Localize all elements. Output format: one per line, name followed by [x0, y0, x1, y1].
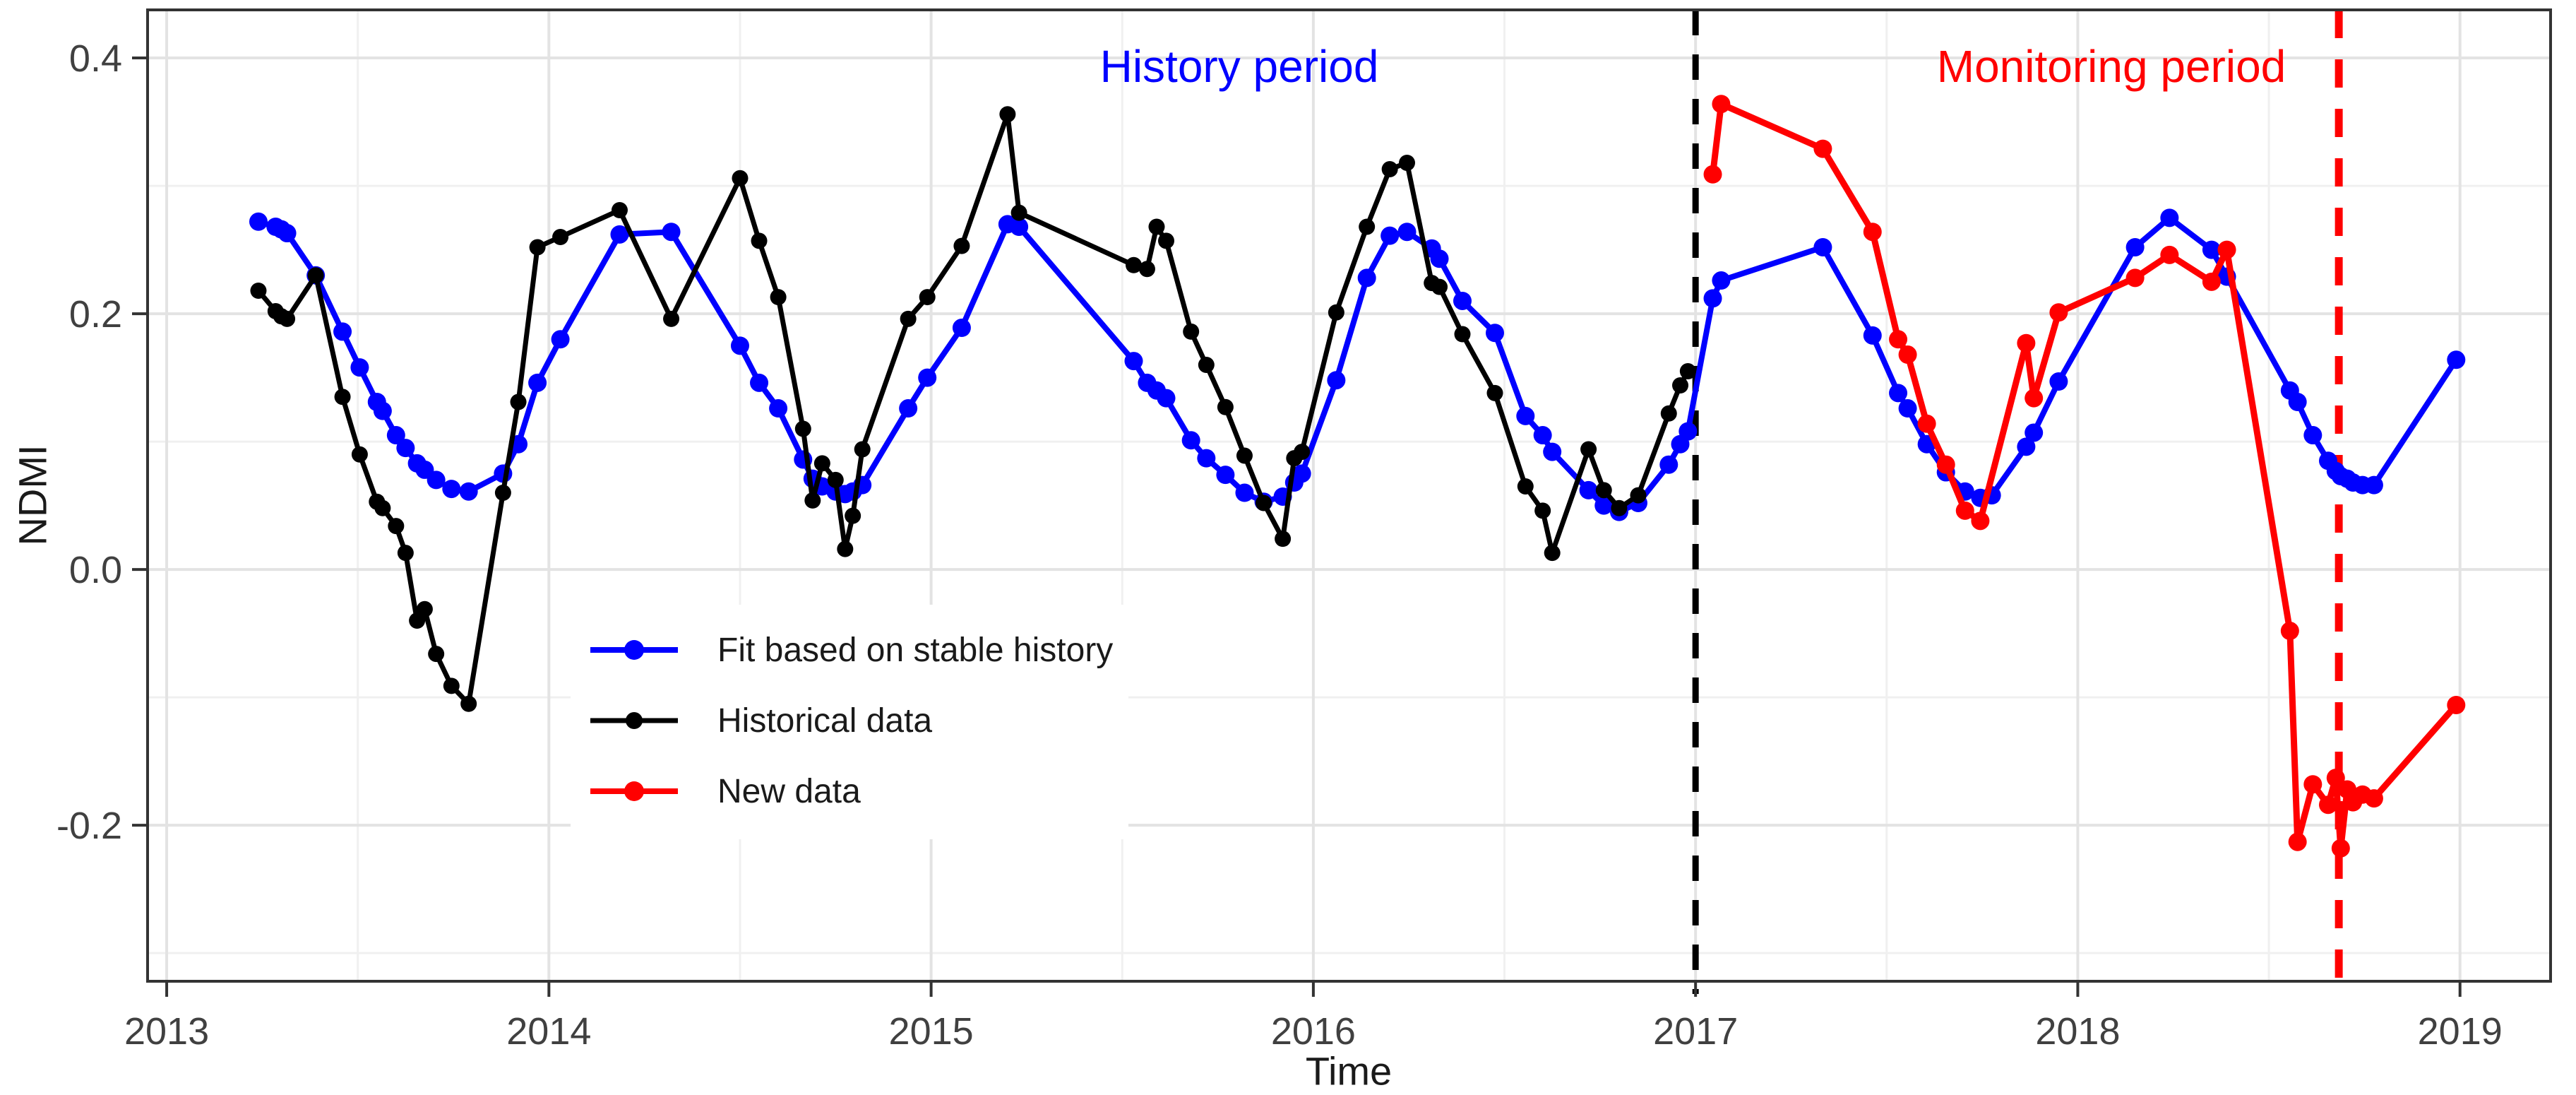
new-data-line-sample-icon — [590, 781, 678, 801]
svg-text:2017: 2017 — [1653, 1010, 1738, 1053]
legend-label-historical: Historical data — [717, 702, 933, 740]
svg-text:0.2: 0.2 — [69, 293, 122, 336]
svg-text:2013: 2013 — [124, 1010, 209, 1053]
svg-text:2018: 2018 — [2035, 1010, 2120, 1053]
legend-item-new: New data — [571, 756, 1128, 827]
historical-line-sample-icon — [590, 712, 678, 729]
svg-text:2015: 2015 — [889, 1010, 974, 1053]
history-period-label: History period — [1099, 41, 1379, 92]
legend-label-fit: Fit based on stable history — [717, 631, 1114, 669]
monitoring-period-label: Monitoring period — [1936, 41, 2286, 92]
y-axis-title: NDMI — [10, 444, 55, 546]
svg-text:2014: 2014 — [506, 1010, 591, 1053]
legend-item-fit: Fit based on stable history — [571, 615, 1128, 685]
fit-line-sample-icon — [590, 640, 678, 660]
svg-text:-0.2: -0.2 — [56, 805, 122, 847]
legend-label-new: New data — [717, 772, 861, 810]
svg-text:2019: 2019 — [2418, 1010, 2503, 1053]
legend: Fit based on stable history Historical d… — [571, 605, 1128, 839]
svg-text:2016: 2016 — [1271, 1010, 1356, 1053]
legend-item-historical: Historical data — [571, 685, 1128, 756]
x-axis-title: Time — [1305, 1048, 1393, 1094]
svg-text:0.0: 0.0 — [69, 549, 122, 591]
svg-text:0.4: 0.4 — [69, 37, 122, 80]
